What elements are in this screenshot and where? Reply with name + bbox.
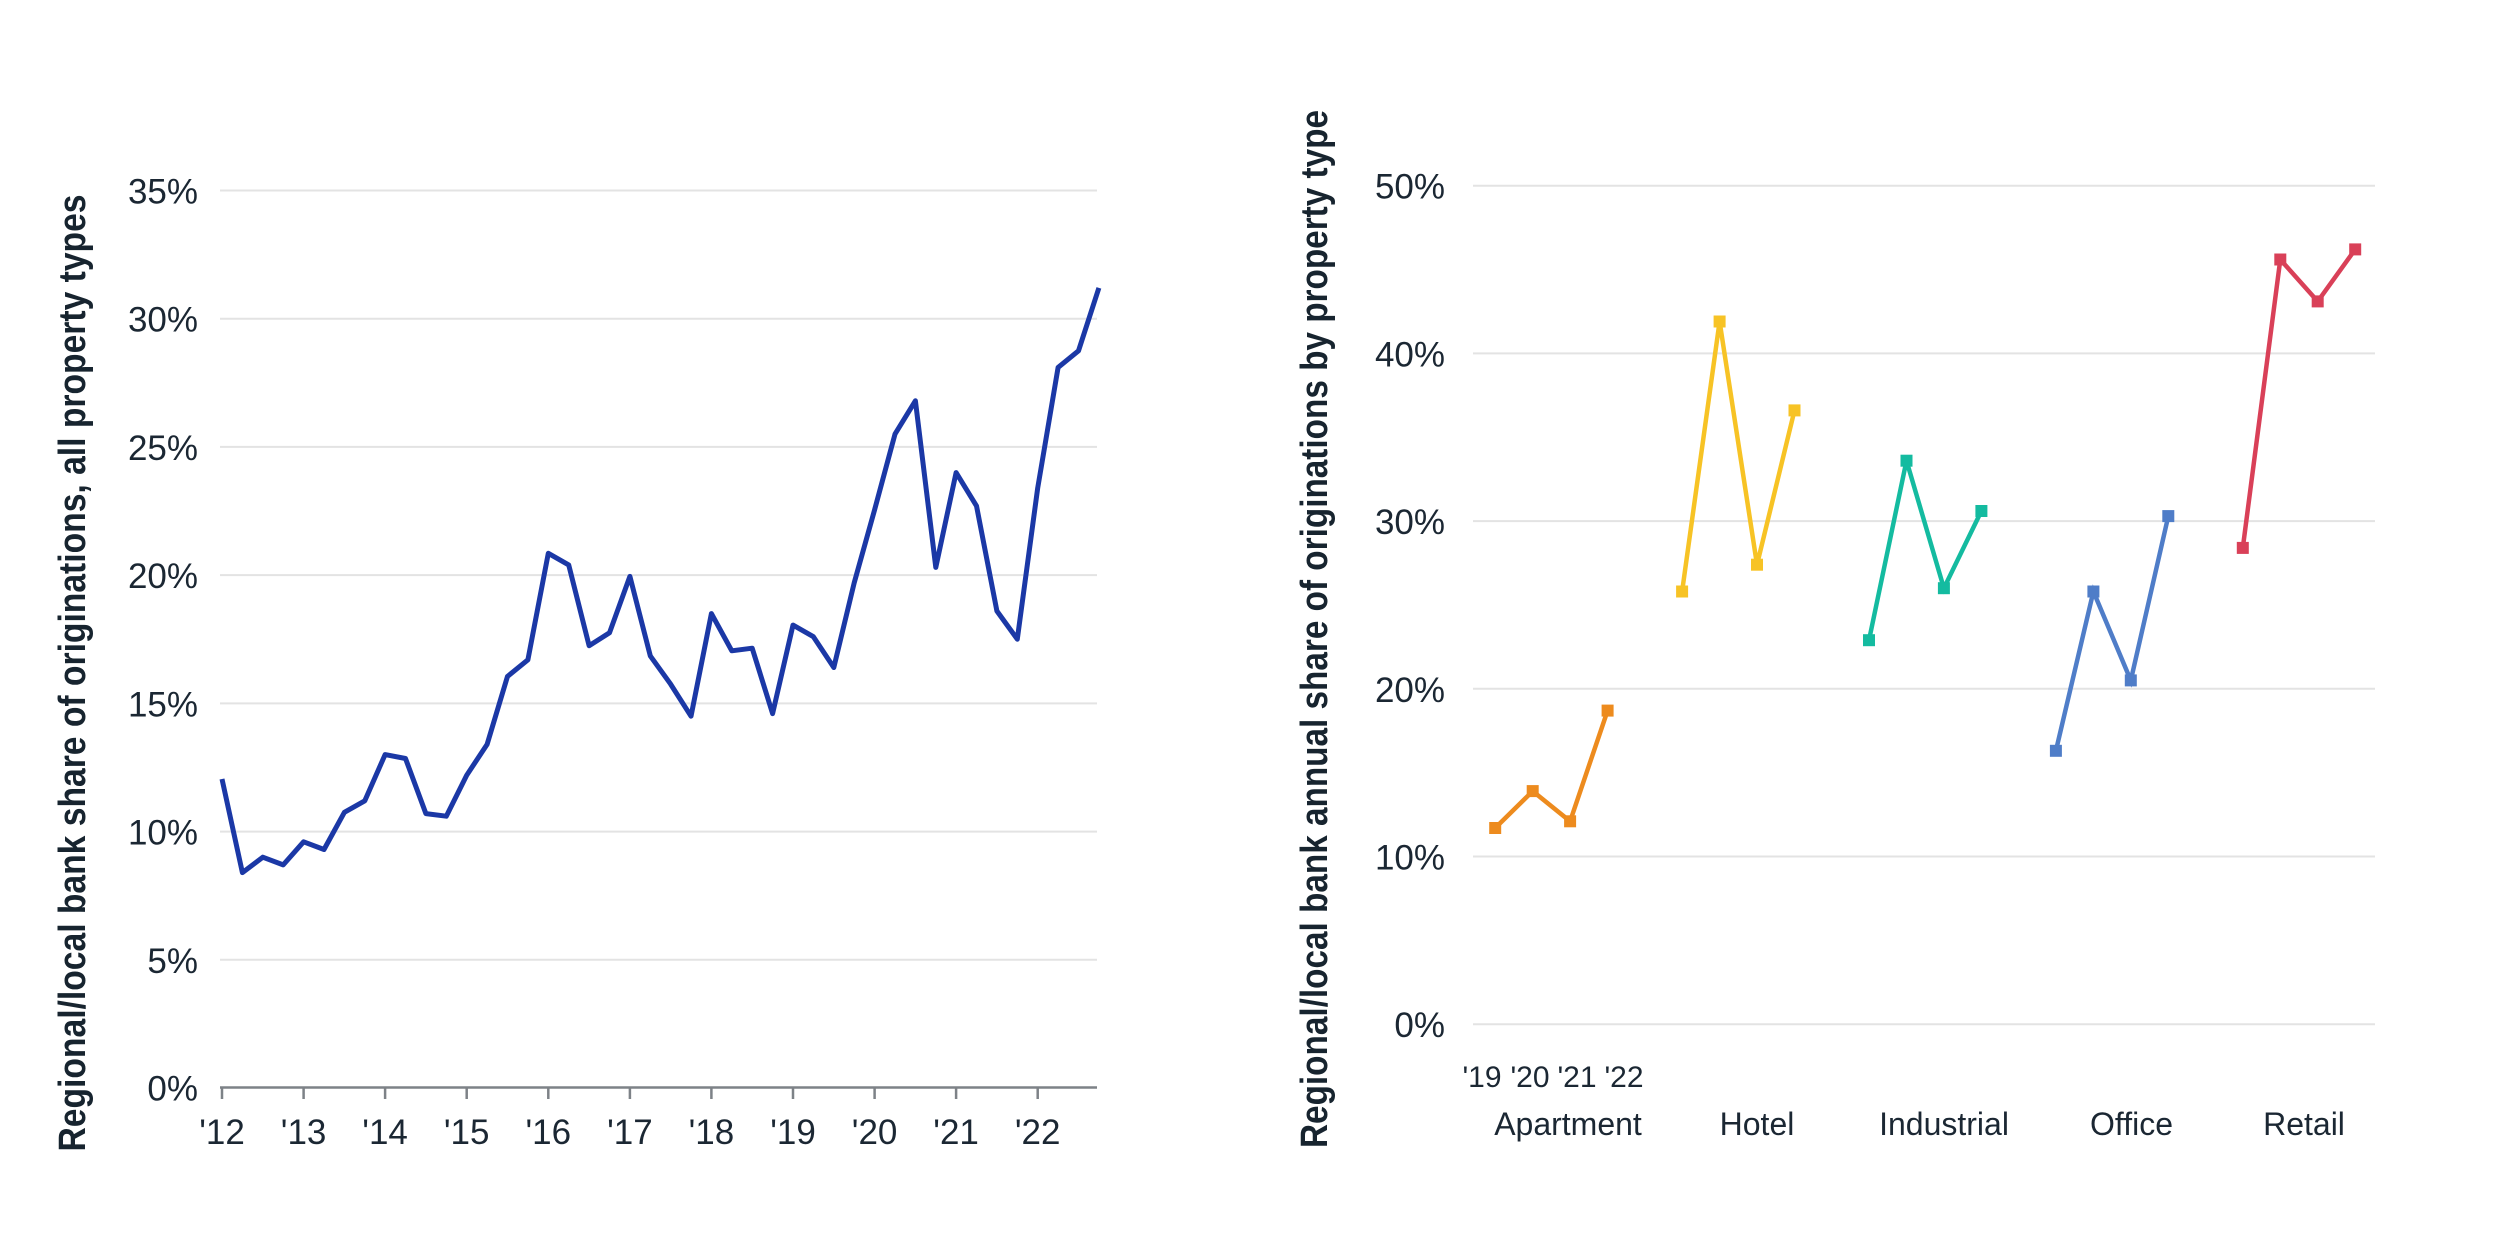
svg-text:'22: '22	[1015, 1113, 1061, 1152]
svg-text:40%: 40%	[1375, 335, 1445, 374]
svg-text:Regional/local bank annual sha: Regional/local bank annual share of orig…	[1294, 110, 1336, 1148]
svg-text:5%: 5%	[147, 942, 198, 981]
svg-text:'19: '19	[770, 1113, 816, 1152]
svg-text:'16: '16	[525, 1113, 571, 1152]
svg-text:10%: 10%	[128, 814, 198, 853]
svg-text:Retail: Retail	[2263, 1106, 2345, 1142]
svg-text:'18: '18	[689, 1113, 735, 1152]
svg-text:Regional/local bank share of o: Regional/local bank share of origination…	[52, 195, 94, 1152]
svg-text:Office: Office	[2090, 1106, 2173, 1142]
svg-text:20%: 20%	[128, 557, 198, 596]
svg-text:'20: '20	[852, 1113, 898, 1152]
svg-text:30%: 30%	[128, 301, 198, 340]
svg-text:35%: 35%	[128, 173, 198, 212]
svg-text:30%: 30%	[1375, 503, 1445, 542]
svg-text:20%: 20%	[1375, 671, 1445, 710]
svg-text:'20: '20	[1510, 1061, 1549, 1094]
svg-text:'19: '19	[1462, 1061, 1501, 1094]
svg-text:'21: '21	[933, 1113, 979, 1152]
svg-text:'12: '12	[199, 1113, 245, 1152]
svg-text:25%: 25%	[128, 429, 198, 468]
svg-text:'15: '15	[444, 1113, 490, 1152]
svg-text:Apartment: Apartment	[1494, 1106, 1642, 1142]
svg-text:50%: 50%	[1375, 168, 1445, 207]
svg-text:0%: 0%	[1394, 1006, 1445, 1045]
svg-text:10%: 10%	[1375, 839, 1445, 878]
svg-text:Hotel: Hotel	[1720, 1106, 1795, 1142]
svg-text:'14: '14	[362, 1113, 408, 1152]
svg-text:'13: '13	[281, 1113, 327, 1152]
svg-text:'22: '22	[1604, 1061, 1643, 1094]
svg-text:'17: '17	[607, 1113, 653, 1152]
svg-text:'21: '21	[1557, 1061, 1596, 1094]
svg-text:0%: 0%	[147, 1070, 198, 1109]
svg-text:15%: 15%	[128, 685, 198, 724]
svg-text:Industrial: Industrial	[1879, 1106, 2009, 1142]
